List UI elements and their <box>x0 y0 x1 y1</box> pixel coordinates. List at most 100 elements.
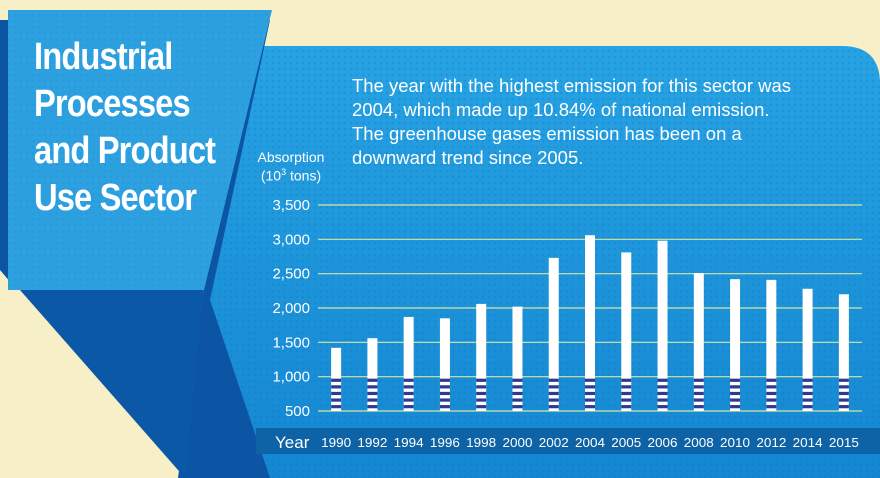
bar <box>621 252 632 411</box>
y-axis-label-unit-prefix: (10 <box>260 167 282 184</box>
x-tick-label: 2015 <box>829 436 859 450</box>
bar-stripe <box>621 391 632 396</box>
bar-stripe <box>621 378 632 382</box>
description-line: The year with the highest emission for t… <box>352 75 792 96</box>
bar-stripe <box>730 378 741 382</box>
bar-stripe <box>693 385 704 389</box>
title-line: and Product <box>34 130 216 172</box>
x-tick-label: 2005 <box>611 436 641 450</box>
description-line: downward trend since 2005. <box>352 147 584 168</box>
bar-stripe <box>331 398 342 402</box>
bar-stripe <box>331 391 342 396</box>
bar-stripe <box>331 405 342 409</box>
bar-stripe <box>693 398 704 402</box>
bar <box>693 272 704 411</box>
y-axis-label-unit-sup: 3 <box>281 167 287 177</box>
title-line: Processes <box>34 83 191 125</box>
y-tick-label: 500 <box>285 403 310 420</box>
y-tick-label: 3,000 <box>272 231 310 248</box>
bar <box>548 257 559 411</box>
title-line: Industrial <box>34 36 173 78</box>
bar-stripe <box>439 391 450 396</box>
bar-stripe <box>838 405 849 409</box>
bar-stripe <box>730 398 741 402</box>
bar-stripe <box>331 385 342 389</box>
bar-stripe <box>693 405 704 409</box>
description-line: 2004, which made up 10.84% of national e… <box>352 99 770 120</box>
bar-stripe <box>548 405 559 409</box>
x-tick-label: 1996 <box>430 436 460 450</box>
bar-stripe <box>367 398 378 402</box>
bar-stripe <box>512 385 523 389</box>
bar-stripe <box>621 398 632 402</box>
bar <box>766 279 777 411</box>
y-tick-label: 2,000 <box>272 300 310 317</box>
bar <box>730 279 741 411</box>
bar-stripe <box>439 398 450 402</box>
bar-stripe <box>403 405 414 409</box>
bar <box>476 303 487 411</box>
bar-stripe <box>476 385 487 389</box>
bar-stripe <box>403 378 414 382</box>
bar <box>585 235 595 411</box>
bar-stripe <box>476 378 487 382</box>
bar-stripe <box>730 391 741 396</box>
x-tick-label: 2002 <box>539 436 569 450</box>
bar-stripe <box>512 405 523 409</box>
bar <box>657 240 668 411</box>
bar-stripe <box>439 405 450 409</box>
x-tick-label: 1990 <box>321 436 351 450</box>
bar-stripe <box>657 378 668 382</box>
bar-stripe <box>439 385 450 389</box>
x-tick-label: 2000 <box>502 436 532 450</box>
bar-stripe <box>476 405 487 409</box>
y-tick-label: 3,500 <box>272 197 310 214</box>
bar-stripe <box>838 385 849 389</box>
x-axis-label: Year <box>275 433 310 452</box>
bar-stripe <box>331 378 342 382</box>
bar-stripe <box>476 398 487 402</box>
bar-stripe <box>585 385 595 389</box>
description-line: The greenhouse gases emission has been o… <box>352 123 742 144</box>
bar <box>512 306 523 411</box>
y-tick-label: 2,500 <box>272 266 310 283</box>
bar <box>802 288 813 411</box>
y-axis-label: Absorption (103 tons) <box>246 150 336 184</box>
bar-stripe <box>766 391 777 396</box>
bar-stripe <box>403 385 414 389</box>
x-tick-label: 2010 <box>720 436 750 450</box>
bar-stripe <box>439 378 450 382</box>
bar-stripe <box>548 378 559 382</box>
bar-stripe <box>621 385 632 389</box>
bar-stripe <box>693 391 704 396</box>
bar-stripe <box>802 385 813 389</box>
bar-stripe <box>838 378 849 382</box>
x-tick-label: 1992 <box>357 436 387 450</box>
bar-stripe <box>730 385 741 389</box>
bar-stripe <box>766 405 777 409</box>
x-axis-band <box>256 428 880 454</box>
y-axis-label-line1: Absorption <box>257 149 325 165</box>
bar-stripe <box>585 378 595 382</box>
bar-stripe <box>802 398 813 402</box>
bar-stripe <box>367 385 378 389</box>
y-tick-label: 1,500 <box>272 334 310 351</box>
bar-stripe <box>657 405 668 409</box>
bar-stripe <box>802 391 813 396</box>
x-tick-label: 2008 <box>684 436 714 450</box>
x-tick-label: 2014 <box>793 436 823 450</box>
bar-stripe <box>766 398 777 402</box>
bar-stripe <box>476 391 487 396</box>
bar-stripe <box>585 405 595 409</box>
bar-stripe <box>512 378 523 382</box>
x-tick-label: 2006 <box>648 436 678 450</box>
bar-stripe <box>367 391 378 396</box>
bar-stripe <box>838 398 849 402</box>
bar-stripe <box>512 398 523 402</box>
section-title: Industrial Processes and Product Use Sec… <box>34 34 232 222</box>
bar-stripe <box>512 391 523 396</box>
x-tick-label: 1994 <box>394 436 424 450</box>
bar-stripe <box>766 385 777 389</box>
